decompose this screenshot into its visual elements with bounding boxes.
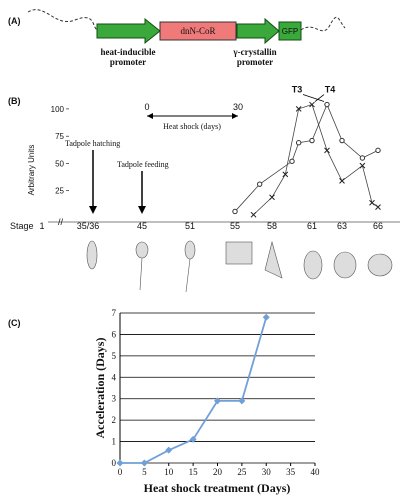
x-tick-label: 0 — [118, 467, 123, 477]
tadpole-drawings — [86, 240, 393, 293]
series-line — [234, 103, 379, 212]
gene-box — [159, 21, 237, 41]
gene-label: dnN-CoR — [180, 26, 215, 36]
promoter-label: heat-inducible — [100, 47, 155, 57]
point — [339, 178, 345, 184]
y-tick-label: 100 — [51, 105, 65, 114]
point — [375, 204, 381, 210]
event-label: Tadpole hatching — [65, 139, 120, 148]
y-tick-label: 1 — [112, 437, 117, 447]
y-axis-label: Arbitrary Units — [27, 145, 36, 196]
reporter-label: GFP — [282, 27, 298, 36]
point — [359, 162, 366, 169]
stage-label: 63 — [337, 221, 347, 231]
y-tick-label: 25 — [55, 187, 64, 196]
label-pointer — [302, 94, 325, 102]
point — [165, 446, 173, 454]
series-name: T4 — [325, 85, 336, 95]
dna-strand — [300, 16, 346, 32]
x-axis-label: Heat shock treatment (Days) — [144, 481, 291, 495]
event-label: Tadpole feeding — [117, 160, 169, 169]
x-tick-label: 5 — [142, 467, 147, 477]
point — [256, 181, 263, 187]
x-tick-label: 35 — [286, 467, 296, 477]
point — [324, 147, 330, 154]
stage-label: 61 — [307, 221, 317, 231]
y-tick-label: 3 — [112, 394, 117, 404]
y-tick-label: 6 — [112, 329, 117, 339]
y-tick-label: 2 — [112, 415, 117, 425]
promoter-arrow — [96, 17, 161, 45]
panel-label: (C) — [8, 318, 21, 328]
stage-label: 35/36 — [77, 221, 100, 231]
point — [140, 459, 148, 467]
x-axis-label: Stage — [10, 221, 34, 231]
dna-strand — [27, 9, 98, 31]
point — [269, 194, 275, 201]
x-tick-label: 10 — [164, 467, 174, 477]
y-tick-label: 7 — [112, 308, 117, 318]
point — [189, 435, 197, 443]
point — [324, 101, 330, 108]
promoter-arrow — [236, 17, 280, 45]
x-tick-label: 40 — [311, 467, 321, 477]
promoter-label: promoter — [237, 57, 273, 67]
point — [262, 313, 270, 321]
point — [359, 155, 366, 161]
panel-label: (A) — [8, 16, 21, 26]
y-tick-label: 0 — [112, 458, 117, 468]
point — [309, 137, 315, 144]
point — [339, 137, 345, 144]
y-tick-label: 50 — [55, 159, 64, 168]
series-name: T3 — [292, 85, 303, 95]
series-line — [253, 104, 379, 216]
point — [375, 147, 381, 154]
x-tick-label: 25 — [237, 467, 247, 477]
heat-shock-tick: 0 — [144, 102, 149, 112]
stage-label: 45 — [137, 221, 147, 231]
point — [250, 211, 257, 218]
point — [238, 397, 246, 405]
heat-shock-label: Heat shock (days) — [163, 122, 221, 131]
arrowhead — [138, 206, 146, 214]
promoter-label: γ-crystallin — [232, 47, 276, 57]
point — [369, 199, 375, 206]
y-tick-label: 4 — [112, 372, 117, 382]
point — [295, 106, 302, 112]
heat-shock-tick: 30 — [233, 102, 243, 112]
reporter-box — [278, 21, 302, 41]
stage-label: 55 — [230, 221, 240, 231]
panel-label: (B) — [8, 96, 21, 106]
x-tick-label: 20 — [213, 467, 223, 477]
stage-label: 1 — [39, 221, 44, 231]
y-tick-label: 5 — [112, 351, 117, 361]
arrowhead — [147, 113, 153, 119]
stage-label: 58 — [267, 221, 277, 231]
axis-break: // — [58, 217, 64, 227]
point — [309, 101, 315, 108]
x-tick-label: 15 — [189, 467, 199, 477]
stage-label: 66 — [373, 221, 383, 231]
x-tick-label: 30 — [262, 467, 272, 477]
stage-label: 51 — [185, 221, 195, 231]
promoter-label: promoter — [110, 57, 146, 67]
point — [214, 397, 221, 405]
point — [289, 158, 295, 164]
label-pointer — [314, 94, 325, 102]
point — [282, 171, 289, 178]
y-tick-label: 75 — [55, 132, 64, 141]
arrowhead — [232, 113, 238, 119]
arrowhead — [89, 206, 97, 214]
y-axis-label: Acceleration (Days) — [93, 338, 107, 439]
point — [116, 459, 124, 467]
point — [232, 208, 238, 215]
point — [295, 140, 302, 146]
